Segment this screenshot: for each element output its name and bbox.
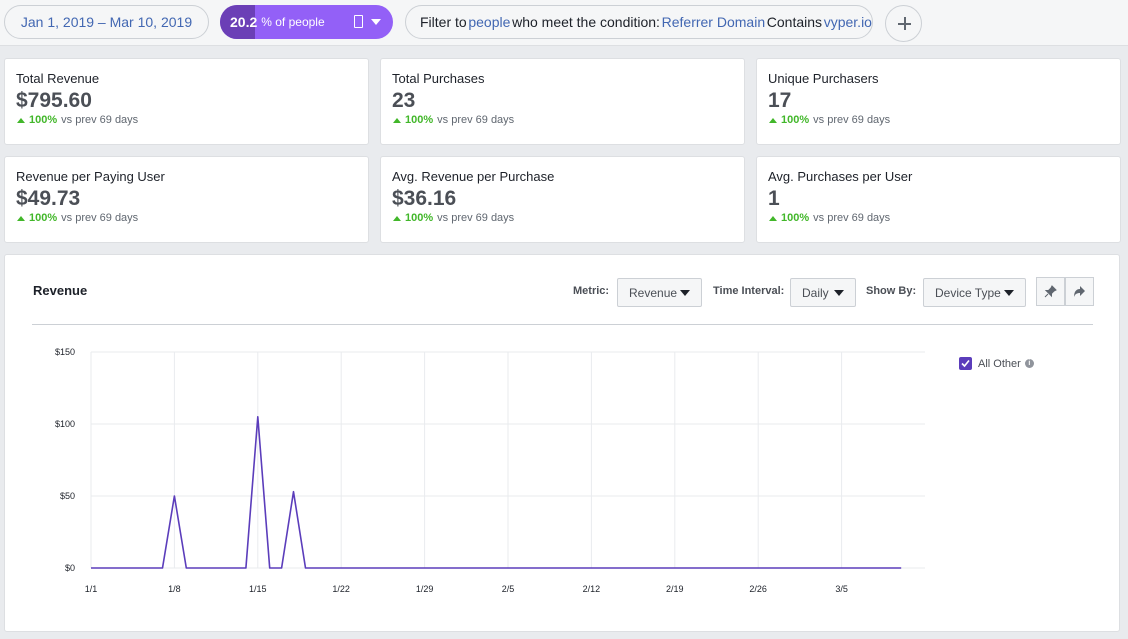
trend-up-icon [393, 215, 401, 221]
x-tick-label: 3/5 [835, 584, 848, 594]
date-range-picker[interactable]: Jan 1, 2019 – Mar 10, 2019 [4, 5, 209, 39]
card-title: Revenue per Paying User [16, 169, 165, 184]
card-value: $795.60 [16, 89, 92, 112]
show-by-label: Show By: [866, 285, 917, 297]
metric-card-total-purchases: Total Purchases 23 100% vs prev 69 days [380, 58, 745, 145]
trend-up-icon [769, 117, 777, 123]
x-tick-label: 2/12 [583, 584, 601, 594]
card-delta: 100% vs prev 69 days [16, 114, 368, 126]
metric-label: Metric: [573, 285, 610, 297]
card-delta: 100% vs prev 69 days [392, 114, 744, 126]
filter-bar: Jan 1, 2019 – Mar 10, 2019 20.2 % of peo… [0, 0, 1128, 46]
x-tick-label: 1/22 [332, 584, 350, 594]
delta-text: vs prev 69 days [61, 212, 139, 224]
chevron-down-icon [1004, 290, 1014, 296]
audience-percent-fill [220, 5, 255, 39]
chevron-down-icon [680, 290, 690, 296]
condition-middle: who meet the condition: [512, 14, 660, 30]
x-tick-label: 2/19 [666, 584, 684, 594]
delta-percent: 100% [781, 114, 810, 126]
condition-field-link[interactable]: Referrer Domain [661, 14, 766, 30]
share-button[interactable] [1065, 277, 1094, 306]
metric-dropdown[interactable]: Revenue [617, 278, 702, 307]
chevron-down-icon[interactable] [371, 19, 381, 25]
panel-title: Revenue [33, 283, 88, 298]
legend-label: All Other [978, 357, 1021, 370]
revenue-chart-panel: Revenue Metric: Revenue Time Interval: D… [4, 254, 1120, 632]
bookmark-icon[interactable] [354, 15, 363, 28]
chevron-down-icon [834, 290, 844, 296]
condition-operator: Contains [766, 14, 823, 30]
y-tick-label: $100 [55, 419, 75, 429]
card-delta: 100% vs prev 69 days [768, 212, 1120, 224]
card-delta: 100% vs prev 69 days [16, 212, 368, 224]
delta-percent: 100% [781, 212, 810, 224]
x-tick-label: 2/5 [502, 584, 515, 594]
condition-value-link[interactable]: vyper.io [823, 14, 872, 30]
show-by-value: Device Type [935, 285, 1001, 300]
x-tick-label: 1/8 [168, 584, 181, 594]
y-tick-label: $150 [55, 347, 75, 357]
delta-percent: 100% [405, 114, 434, 126]
trend-up-icon [17, 215, 25, 221]
show-by-dropdown[interactable]: Device Type [923, 278, 1026, 307]
series-line [91, 416, 902, 569]
time-interval-dropdown[interactable]: Daily [790, 278, 856, 307]
legend-checkbox[interactable] [959, 357, 972, 370]
x-tick-label: 1/29 [416, 584, 434, 594]
metric-card-avg-revenue-per-purchase: Avg. Revenue per Purchase $36.16 100% vs … [380, 156, 745, 243]
card-title: Unique Purchasers [768, 71, 879, 86]
card-value: $36.16 [392, 187, 457, 210]
card-title: Total Purchases [392, 71, 485, 86]
metric-card-revenue-per-paying-user: Revenue per Paying User $49.73 100% vs pr… [4, 156, 369, 243]
delta-percent: 100% [29, 212, 58, 224]
condition-people-link[interactable]: people [468, 14, 511, 30]
card-title: Avg. Revenue per Purchase [392, 169, 555, 184]
delta-text: vs prev 69 days [437, 212, 515, 224]
trend-up-icon [17, 117, 25, 123]
time-interval-label: Time Interval: [713, 285, 785, 297]
x-tick-label: 1/15 [249, 584, 267, 594]
metric-card-unique-purchasers: Unique Purchasers 17 100% vs prev 69 days [756, 58, 1121, 145]
card-value: 1 [768, 187, 780, 210]
add-filter-button[interactable] [885, 5, 922, 42]
card-value: 17 [768, 89, 792, 112]
card-title: Avg. Purchases per User [768, 169, 913, 184]
check-icon [961, 359, 970, 368]
metric-card-avg-purchases-per-user: Avg. Purchases per User 1 100% vs prev 69… [756, 156, 1121, 243]
pin-button[interactable] [1036, 277, 1065, 306]
trend-up-icon [769, 215, 777, 221]
delta-percent: 100% [29, 114, 58, 126]
delta-text: vs prev 69 days [437, 114, 515, 126]
delta-text: vs prev 69 days [61, 114, 139, 126]
card-delta: 100% vs prev 69 days [768, 114, 1120, 126]
card-value: 23 [392, 89, 416, 112]
y-tick-label: $0 [65, 563, 75, 573]
x-tick-label: 2/26 [749, 584, 767, 594]
info-icon[interactable]: i [1024, 359, 1034, 368]
trend-up-icon [393, 117, 401, 123]
audience-percent-value: 20.2 [230, 14, 258, 30]
panel-divider [32, 324, 1093, 325]
metric-card-total-revenue: Total Revenue $795.60 100% vs prev 69 day… [4, 58, 369, 145]
share-icon [1074, 286, 1085, 297]
time-interval-value: Daily [802, 285, 829, 300]
card-delta: 100% vs prev 69 days [392, 212, 744, 224]
delta-percent: 100% [405, 212, 434, 224]
card-value: $49.73 [16, 187, 81, 210]
chart-legend: All Other i [959, 357, 1034, 370]
delta-text: vs prev 69 days [813, 114, 891, 126]
y-tick-label: $50 [60, 491, 75, 501]
x-tick-label: 1/1 [85, 584, 98, 594]
condition-prefix: Filter to [420, 14, 467, 30]
pin-icon [1044, 285, 1057, 298]
card-title: Total Revenue [16, 71, 100, 86]
audience-percent-selector[interactable]: 20.2 % of people [220, 5, 393, 39]
delta-text: vs prev 69 days [813, 212, 891, 224]
revenue-line-chart: $0 $50 $100 $150 1/1 1/8 1/15 1/22 1/29 2/5 2/12 2/… [55, 347, 925, 594]
date-range-label: Jan 1, 2019 – Mar 10, 2019 [20, 14, 193, 30]
condition-filter[interactable]: Filter to people who meet the condition:… [405, 5, 873, 39]
metric-dropdown-value: Revenue [629, 285, 678, 300]
audience-percent-label: % of people [261, 15, 325, 29]
